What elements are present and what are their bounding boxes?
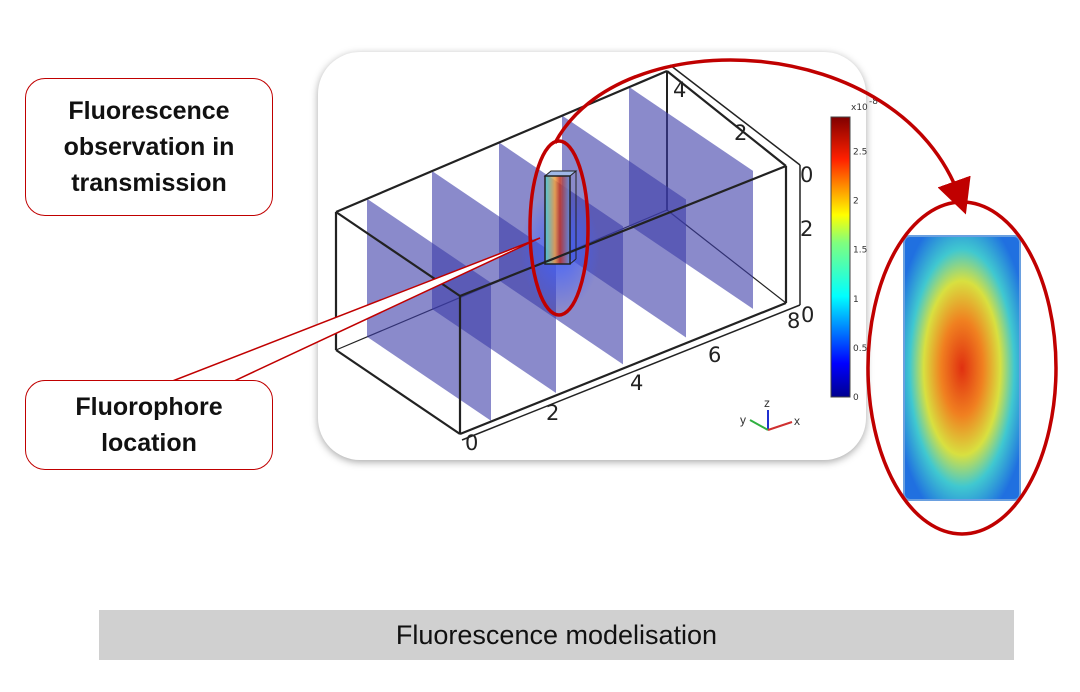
colorbar-tick: 2 [853, 197, 859, 207]
slice-plane [562, 115, 686, 338]
callout-line: Fluorescence [68, 97, 230, 125]
callout-line: observation in [63, 133, 235, 161]
zoom-arrow [553, 58, 971, 215]
y-tick: 0 [801, 303, 814, 327]
detector-image [903, 235, 1021, 501]
fluorophore-highlight-ellipse [528, 139, 590, 317]
y-tick: 2 [734, 121, 747, 145]
svg-text:-8: -8 [869, 97, 878, 107]
callout-fluorophore-location: Fluorophore location [25, 380, 273, 470]
colorbar-tick: 1 [853, 295, 859, 305]
svg-text:x: x [794, 414, 800, 428]
svg-text:y: y [740, 413, 746, 427]
slide-banner: Fluorescence modelisation [99, 610, 1014, 660]
z-tick: 0 [800, 163, 813, 187]
callout-line: location [101, 429, 197, 457]
x-tick: 2 [546, 401, 559, 425]
x-tick: 6 [708, 343, 721, 367]
y-tick: 4 [673, 78, 686, 102]
colorbar: x10 -8 0 0.5 1 1.5 2 2.5 [830, 97, 878, 403]
svg-text:x10: x10 [851, 103, 868, 113]
x-tick: 4 [630, 371, 643, 395]
x-tick: 0 [465, 431, 478, 455]
axis-triad: z y x [740, 396, 800, 431]
colorbar-tick: 0 [853, 393, 859, 403]
x-tick: 8 [787, 309, 800, 333]
colorbar-tick: 1.5 [853, 246, 867, 256]
fluorophore-box [543, 170, 578, 265]
callout-transmission: Fluorescence observation in transmission [25, 78, 273, 216]
colorbar-tick: 2.5 [853, 147, 867, 157]
banner-title: Fluorescence modelisation [395, 619, 718, 650]
callout-line: Fluorophore [75, 393, 223, 421]
z-tick: 2 [800, 217, 813, 241]
callout-line: transmission [71, 169, 227, 197]
svg-text:z: z [764, 396, 770, 410]
colorbar-tick: 0.5 [853, 344, 867, 354]
detector-highlight-ellipse [866, 200, 1058, 536]
slice-plane [629, 86, 753, 309]
